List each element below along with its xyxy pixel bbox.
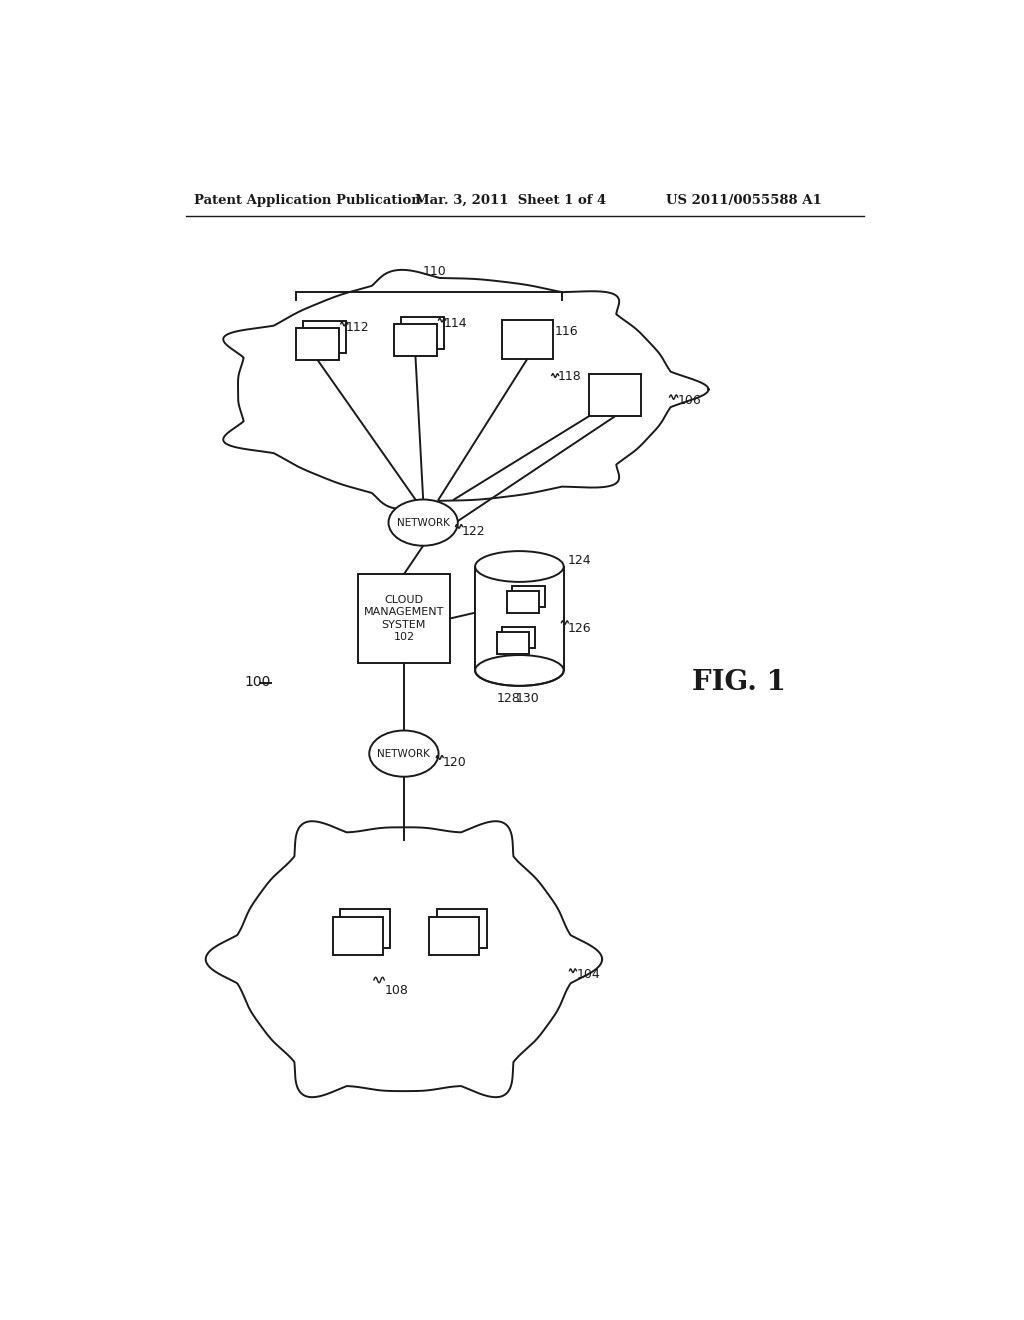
- Bar: [507, 591, 540, 612]
- Text: 110: 110: [423, 265, 446, 277]
- Bar: [436, 909, 486, 948]
- Bar: [497, 632, 529, 653]
- Ellipse shape: [370, 730, 438, 776]
- Text: FIG. 1: FIG. 1: [692, 668, 785, 696]
- Text: 128: 128: [497, 692, 520, 705]
- Bar: [394, 323, 436, 356]
- Bar: [333, 917, 383, 956]
- Text: 112: 112: [346, 321, 370, 334]
- Text: 126: 126: [567, 622, 591, 635]
- Text: 116: 116: [555, 325, 579, 338]
- Text: Patent Application Publication: Patent Application Publication: [194, 194, 421, 207]
- Text: 108: 108: [385, 983, 409, 997]
- Ellipse shape: [475, 552, 563, 582]
- Bar: [429, 917, 479, 956]
- Ellipse shape: [388, 499, 458, 545]
- Text: NETWORK: NETWORK: [396, 517, 450, 528]
- Bar: [475, 566, 563, 671]
- Bar: [503, 321, 553, 359]
- Ellipse shape: [475, 655, 563, 686]
- Bar: [340, 909, 390, 948]
- Text: 100: 100: [245, 675, 271, 689]
- Text: 124: 124: [567, 554, 591, 566]
- Bar: [512, 586, 545, 607]
- Text: US 2011/0055588 A1: US 2011/0055588 A1: [666, 194, 821, 207]
- Text: CLOUD
MANAGEMENT
SYSTEM
102: CLOUD MANAGEMENT SYSTEM 102: [364, 595, 444, 642]
- Bar: [297, 327, 339, 360]
- Text: 118: 118: [558, 370, 582, 383]
- Bar: [401, 317, 443, 350]
- Text: Mar. 3, 2011  Sheet 1 of 4: Mar. 3, 2011 Sheet 1 of 4: [416, 194, 606, 207]
- Text: 106: 106: [677, 395, 701, 408]
- Text: 114: 114: [444, 317, 468, 330]
- Bar: [303, 321, 346, 354]
- Text: 122: 122: [462, 525, 485, 539]
- Bar: [589, 374, 641, 416]
- Bar: [503, 627, 535, 648]
- Text: 120: 120: [442, 756, 466, 770]
- Bar: [357, 574, 451, 663]
- Text: 104: 104: [578, 968, 601, 981]
- Text: NETWORK: NETWORK: [378, 748, 430, 759]
- Text: 130: 130: [515, 692, 540, 705]
